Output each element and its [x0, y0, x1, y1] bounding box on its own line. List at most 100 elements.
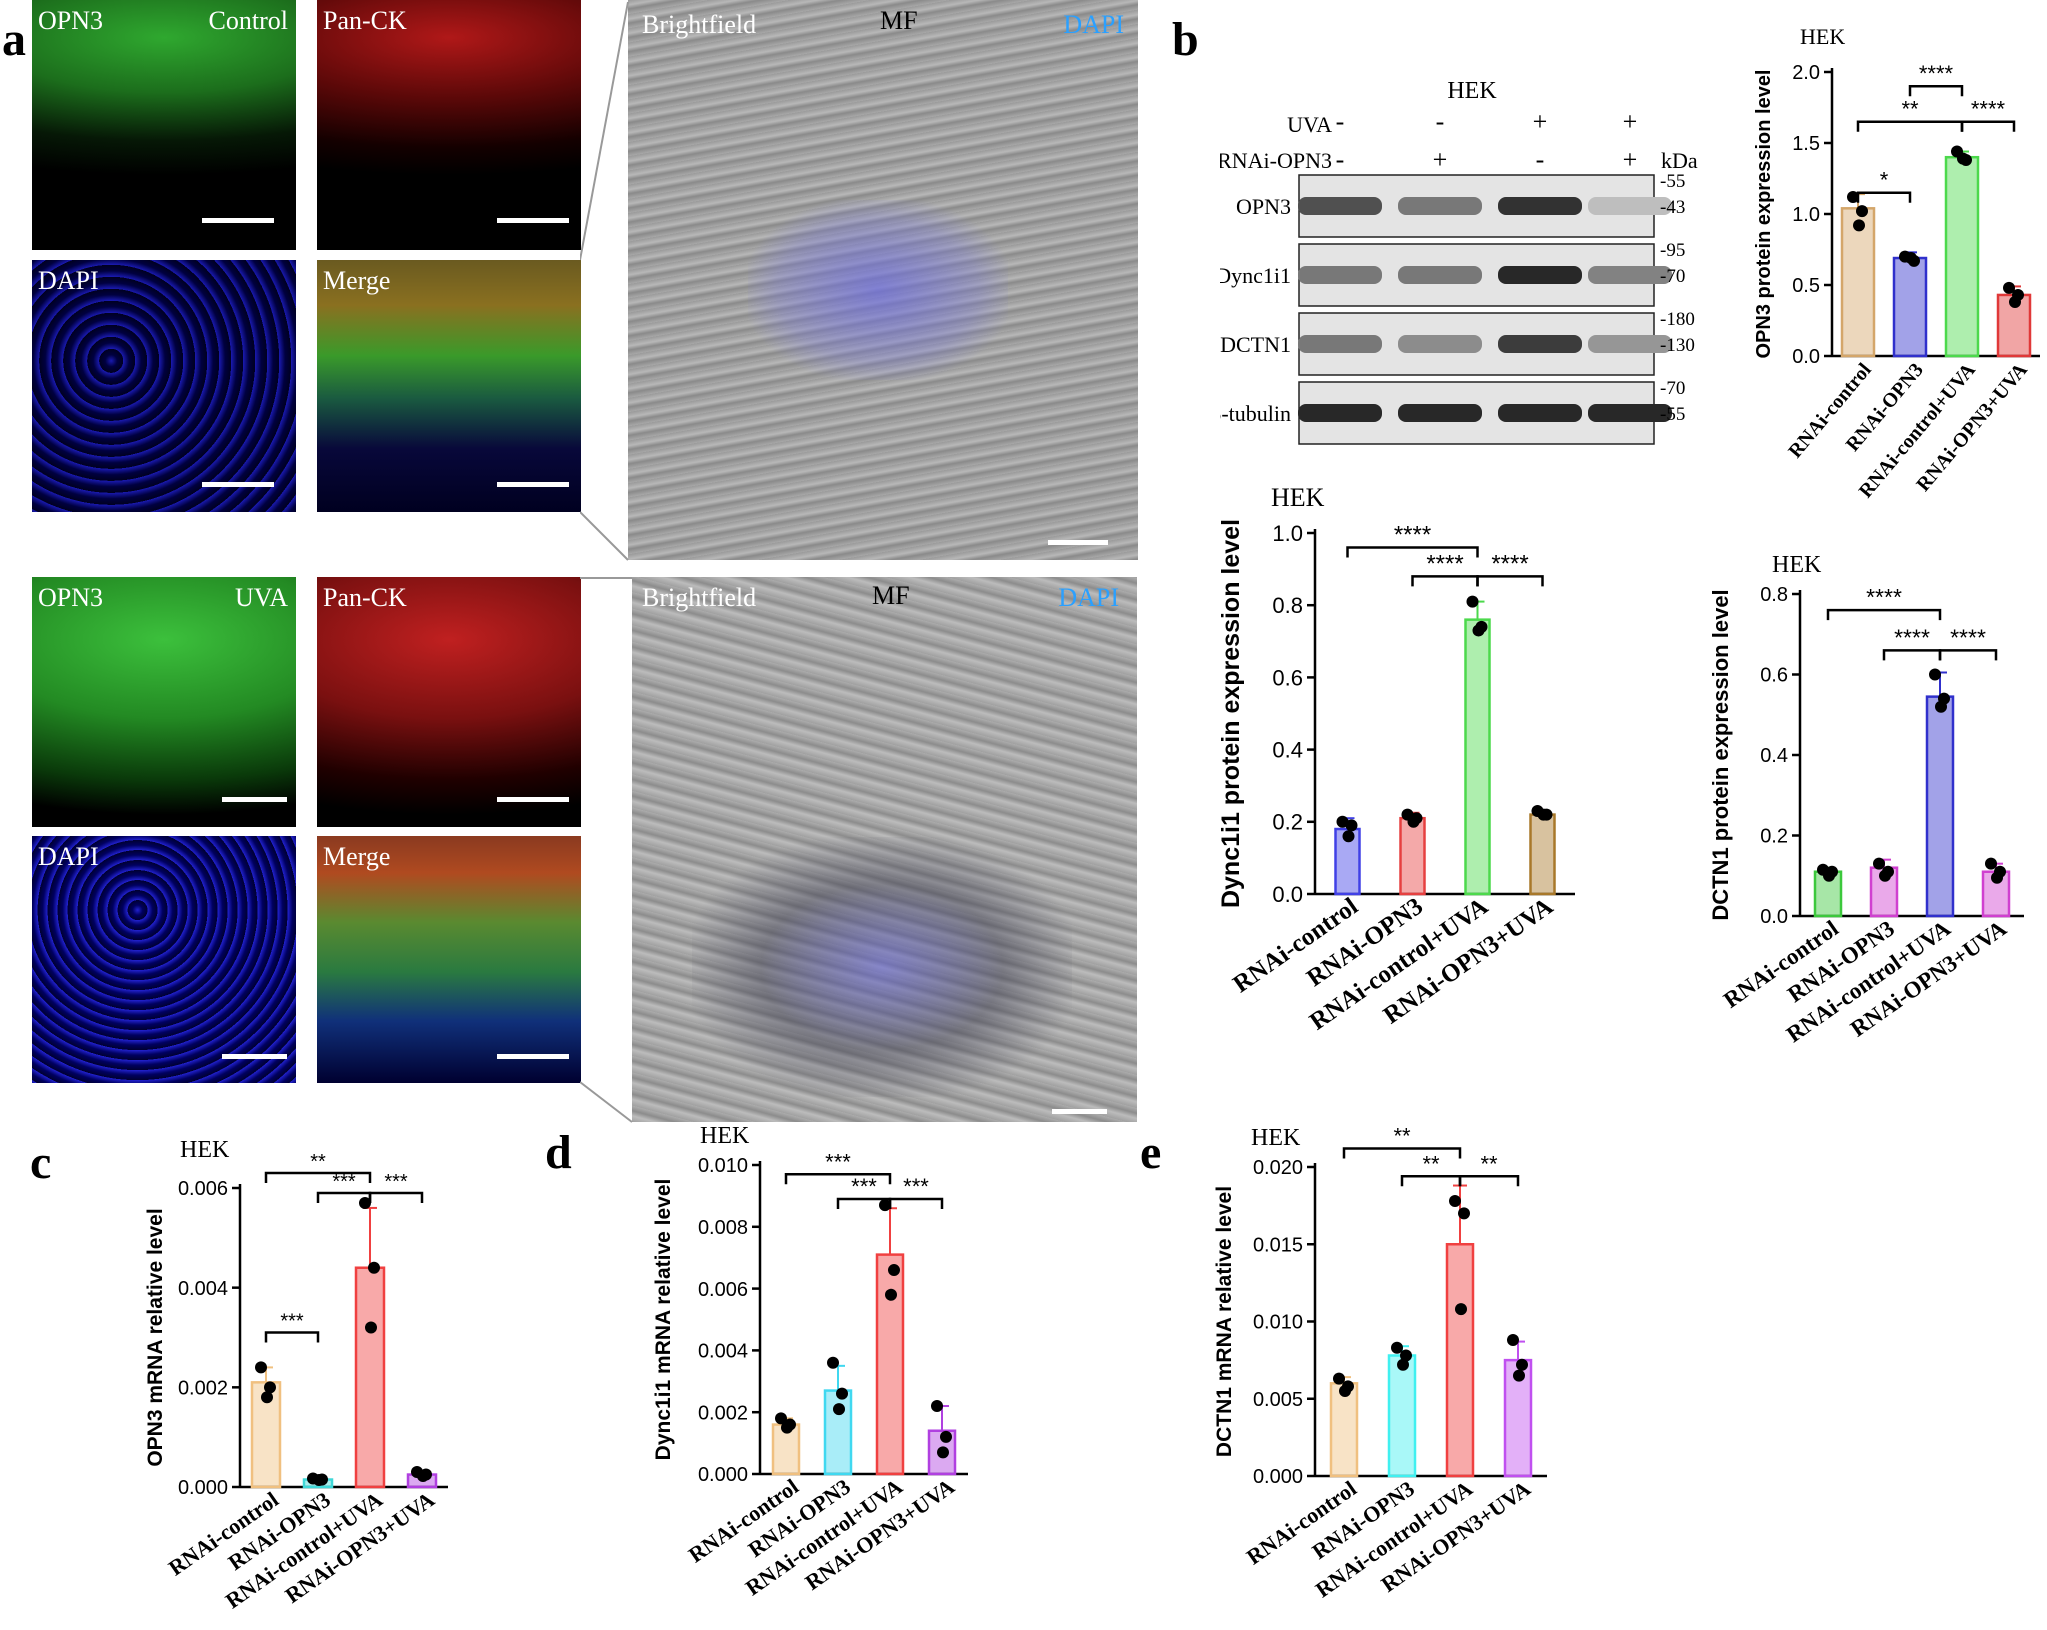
- wb-marker: -130: [1660, 335, 1695, 356]
- western-blot: HEK UVA RNAi-OPN3 kDa - - + + - + - + OPN3 -55 -4…: [1220, 78, 1698, 445]
- wb-band: [1398, 266, 1482, 284]
- data-point: [1929, 668, 1941, 681]
- significance-bracket: [368, 1191, 424, 1203]
- data-point: [255, 1361, 267, 1374]
- scale-bar: [497, 482, 569, 487]
- data-point: [1400, 1349, 1412, 1362]
- data-point: [1905, 252, 1917, 265]
- wb-band: [1498, 266, 1582, 284]
- data-point: [1391, 1341, 1403, 1354]
- data-point: [261, 1391, 273, 1404]
- micrograph-label: Brightfield: [642, 10, 757, 39]
- micrograph-dapi-label: DAPI: [1063, 10, 1124, 39]
- micrograph-control-opn3: OPN3 Control: [32, 0, 296, 250]
- significance-label: ****: [1971, 97, 2006, 122]
- significance-label: *: [1880, 168, 1889, 193]
- chart-dync1i1-mrna: HEK Dync1i1 mRNA relative level 0.000 0.002…: [652, 1123, 968, 1600]
- data-point: [1397, 1358, 1409, 1371]
- y-tick-label: 0.008: [698, 1217, 748, 1239]
- significance-bracket: [1856, 120, 1964, 132]
- y-tick-label: 0.002: [178, 1378, 228, 1400]
- data-point: [1333, 1372, 1345, 1385]
- data-point: [1935, 700, 1947, 713]
- micrograph-control-merge: Merge: [317, 260, 581, 512]
- micrograph-control-brightfield: Brightfield MF DAPI: [628, 0, 1138, 560]
- scale-bar: [1048, 540, 1108, 545]
- y-tick-label: 1.0: [1792, 204, 1820, 226]
- y-tick-label: 0.8: [1272, 593, 1303, 618]
- wb-band: [1588, 335, 1672, 353]
- wb-uva-label: UVA: [1287, 112, 1332, 137]
- wb-band: [1588, 404, 1672, 422]
- significance-label: ***: [903, 1174, 929, 1199]
- micrograph-dapi-label: DAPI: [1058, 583, 1119, 612]
- wb-band: [1398, 197, 1482, 215]
- nuclei-overlay: [748, 200, 1008, 380]
- bar: [823, 1389, 853, 1476]
- data-point: [264, 1381, 276, 1394]
- y-tick-label: 0.004: [178, 1278, 228, 1300]
- y-axis-label: OPN3 protein expression level: [1753, 70, 1775, 359]
- micrograph-label: Brightfield: [642, 583, 757, 612]
- wb-rnai-sign: +: [1433, 145, 1448, 174]
- wb-kda-label: kDa: [1661, 148, 1698, 173]
- micrograph-control-panck: Pan-CK: [317, 0, 581, 250]
- significance-bracket: [1856, 191, 1912, 203]
- wb-band: [1398, 335, 1482, 353]
- micrograph-mf-label: MF: [872, 581, 910, 610]
- y-tick-label: 0.020: [1253, 1157, 1303, 1179]
- data-point: [1449, 1194, 1461, 1207]
- y-tick-label: 0.0: [1760, 906, 1788, 928]
- data-point: [1407, 815, 1420, 828]
- data-point: [1537, 808, 1550, 821]
- wb-marker: -43: [1660, 197, 1685, 218]
- significance-label: ****: [1491, 550, 1528, 577]
- zoom-connector-lines: [580, 577, 633, 1123]
- significance-label: ***: [384, 1171, 408, 1193]
- data-point: [359, 1196, 371, 1209]
- micrograph-uva-merge: Merge: [317, 836, 581, 1083]
- micrograph-label: Pan-CK: [323, 6, 407, 35]
- chart-title: HEK: [1772, 552, 1822, 578]
- bar: [875, 1253, 905, 1476]
- bar: [1840, 207, 1876, 358]
- nuclei-overlay: [692, 837, 1072, 1097]
- micrograph-condition-label: Control: [208, 6, 288, 35]
- scale-bar: [222, 797, 287, 802]
- data-point: [1472, 624, 1485, 637]
- data-point: [1957, 152, 1969, 165]
- micrograph-condition-label: UVA: [235, 583, 288, 612]
- significance-label: ****: [1394, 521, 1431, 548]
- scale-bar: [1052, 1109, 1107, 1114]
- y-tick-label: 0.006: [698, 1279, 748, 1301]
- y-tick-label: 0.6: [1272, 665, 1303, 690]
- significance-label: ****: [1950, 624, 1986, 650]
- y-tick-label: 0.006: [178, 1178, 228, 1200]
- significance-bracket: [1826, 608, 1942, 621]
- data-point: [1458, 1207, 1470, 1220]
- panel-label-b: b: [1172, 13, 1199, 66]
- wb-marker: -55: [1660, 171, 1685, 192]
- y-tick-label: 0.0: [1792, 346, 1820, 368]
- bar: [1925, 695, 1955, 918]
- data-point: [1336, 815, 1349, 828]
- micrograph-uva-dapi: DAPI: [32, 836, 296, 1083]
- wb-row-label: Dync1i1: [1220, 263, 1291, 288]
- scale-bar: [497, 218, 569, 223]
- bar: [1445, 1243, 1475, 1478]
- y-tick-label: 0.000: [698, 1464, 748, 1486]
- micrograph-label: OPN3: [38, 583, 104, 612]
- y-axis-label: DCTN1 protein expression level: [1708, 589, 1733, 920]
- significance-label: **: [1480, 1151, 1498, 1176]
- data-point: [1873, 857, 1885, 870]
- data-point: [2003, 281, 2015, 294]
- data-point: [1516, 1358, 1528, 1371]
- wb-title: HEK: [1447, 78, 1497, 104]
- micrograph-label: DAPI: [38, 266, 99, 295]
- y-tick-label: 1.5: [1792, 133, 1820, 155]
- micrograph-uva-brightfield: Brightfield MF DAPI: [632, 577, 1137, 1122]
- significance-bracket: [1411, 575, 1479, 587]
- data-point: [827, 1356, 839, 1369]
- data-point: [368, 1261, 380, 1274]
- micrograph-label: Pan-CK: [323, 583, 407, 612]
